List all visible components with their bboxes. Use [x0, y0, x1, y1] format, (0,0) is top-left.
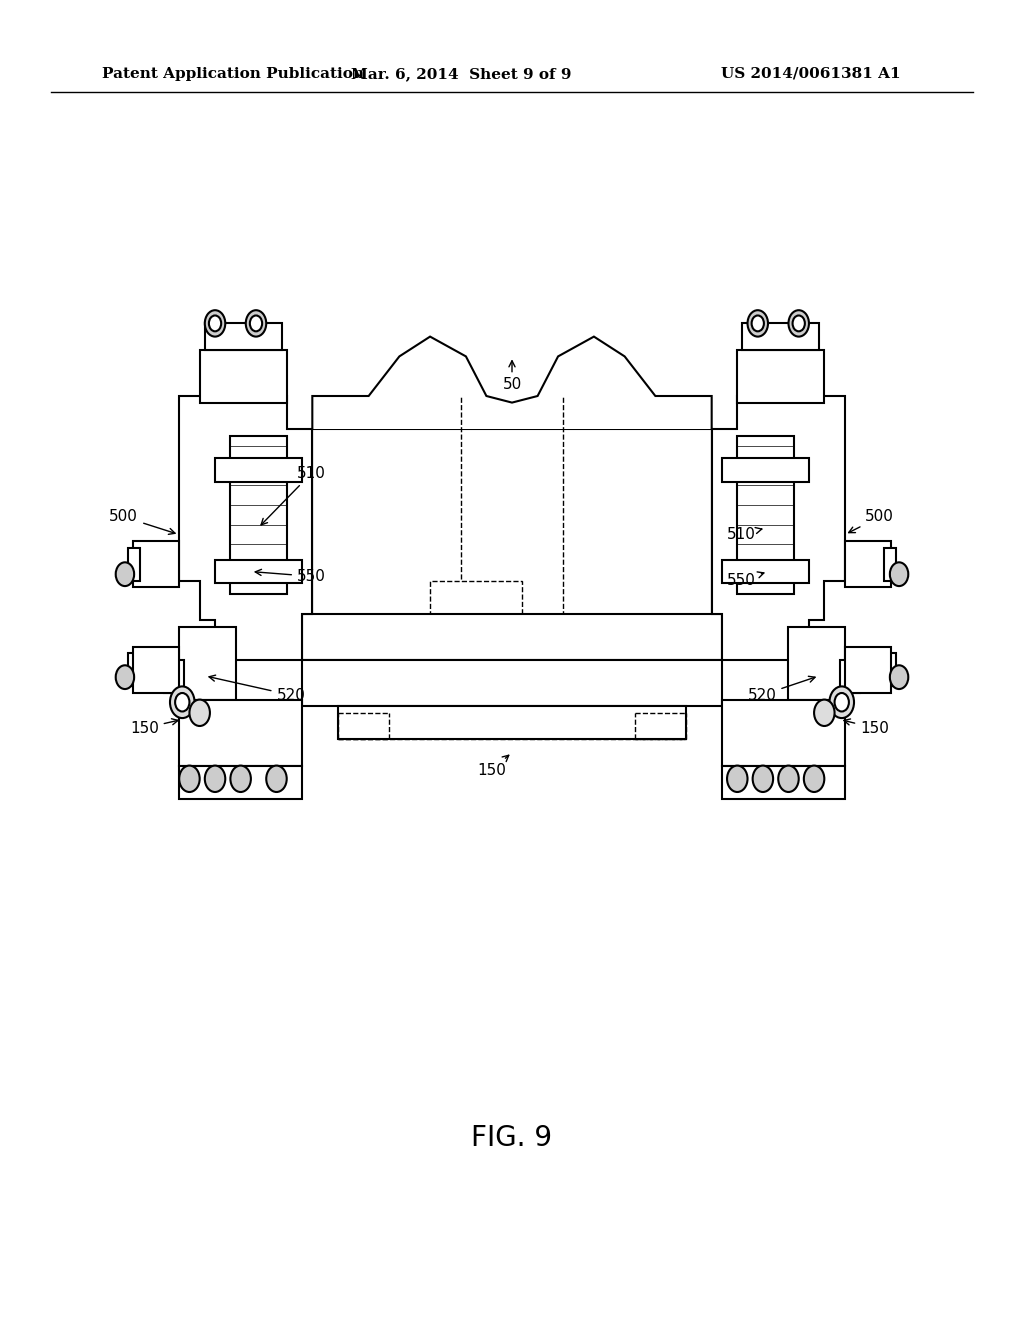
Bar [205, 323, 282, 350]
Bar [737, 436, 794, 594]
Bar [179, 766, 302, 799]
Text: 510: 510 [261, 466, 326, 525]
Bar [722, 458, 809, 482]
Text: 500: 500 [849, 510, 894, 533]
Bar [737, 350, 824, 403]
Circle shape [246, 310, 266, 337]
Bar [884, 653, 896, 686]
Bar [430, 581, 522, 647]
Bar [742, 323, 819, 350]
Circle shape [727, 766, 748, 792]
Bar [230, 436, 287, 594]
Text: 150: 150 [477, 755, 509, 777]
Circle shape [890, 562, 908, 586]
Bar [302, 614, 722, 660]
Text: FIG. 9: FIG. 9 [471, 1123, 553, 1152]
Circle shape [170, 686, 195, 718]
Circle shape [230, 766, 251, 792]
Text: Patent Application Publication: Patent Application Publication [102, 67, 365, 81]
Bar [840, 660, 860, 693]
PathPatch shape [712, 396, 845, 660]
Bar [884, 548, 896, 581]
Text: 150: 150 [130, 719, 178, 735]
Circle shape [189, 700, 210, 726]
Bar [128, 548, 140, 581]
Circle shape [788, 310, 809, 337]
Circle shape [752, 315, 764, 331]
Circle shape [205, 310, 225, 337]
Text: 550: 550 [727, 572, 764, 587]
Circle shape [205, 766, 225, 792]
Circle shape [793, 315, 805, 331]
Bar [128, 653, 140, 686]
PathPatch shape [312, 337, 712, 429]
Text: 500: 500 [110, 510, 175, 535]
Bar [215, 458, 302, 482]
Circle shape [804, 766, 824, 792]
Circle shape [814, 700, 835, 726]
Bar [845, 647, 891, 693]
Bar [179, 700, 302, 766]
PathPatch shape [179, 396, 312, 660]
Bar [845, 541, 891, 587]
Bar [133, 647, 179, 693]
Text: 510: 510 [727, 527, 762, 541]
Circle shape [835, 693, 849, 711]
Text: 520: 520 [748, 676, 815, 702]
Circle shape [890, 665, 908, 689]
Bar [215, 560, 302, 583]
Bar [312, 429, 712, 660]
Circle shape [266, 766, 287, 792]
Text: 520: 520 [209, 675, 305, 702]
Bar [133, 541, 179, 587]
Circle shape [753, 766, 773, 792]
Bar [338, 706, 686, 739]
Text: Mar. 6, 2014  Sheet 9 of 9: Mar. 6, 2014 Sheet 9 of 9 [350, 67, 571, 81]
Circle shape [209, 315, 221, 331]
Text: 550: 550 [255, 569, 326, 583]
Text: 150: 150 [844, 719, 889, 735]
Circle shape [116, 562, 134, 586]
Circle shape [250, 315, 262, 331]
Circle shape [829, 686, 854, 718]
Bar [302, 660, 722, 706]
Bar [179, 627, 236, 700]
Circle shape [179, 766, 200, 792]
Circle shape [778, 766, 799, 792]
Bar [788, 627, 845, 700]
Bar [164, 660, 184, 693]
Bar [722, 766, 845, 799]
Bar [722, 560, 809, 583]
Bar [722, 700, 845, 766]
Bar [200, 350, 287, 403]
Text: US 2014/0061381 A1: US 2014/0061381 A1 [722, 67, 901, 81]
Text: 50: 50 [503, 360, 521, 392]
Circle shape [748, 310, 768, 337]
Circle shape [175, 693, 189, 711]
Circle shape [116, 665, 134, 689]
